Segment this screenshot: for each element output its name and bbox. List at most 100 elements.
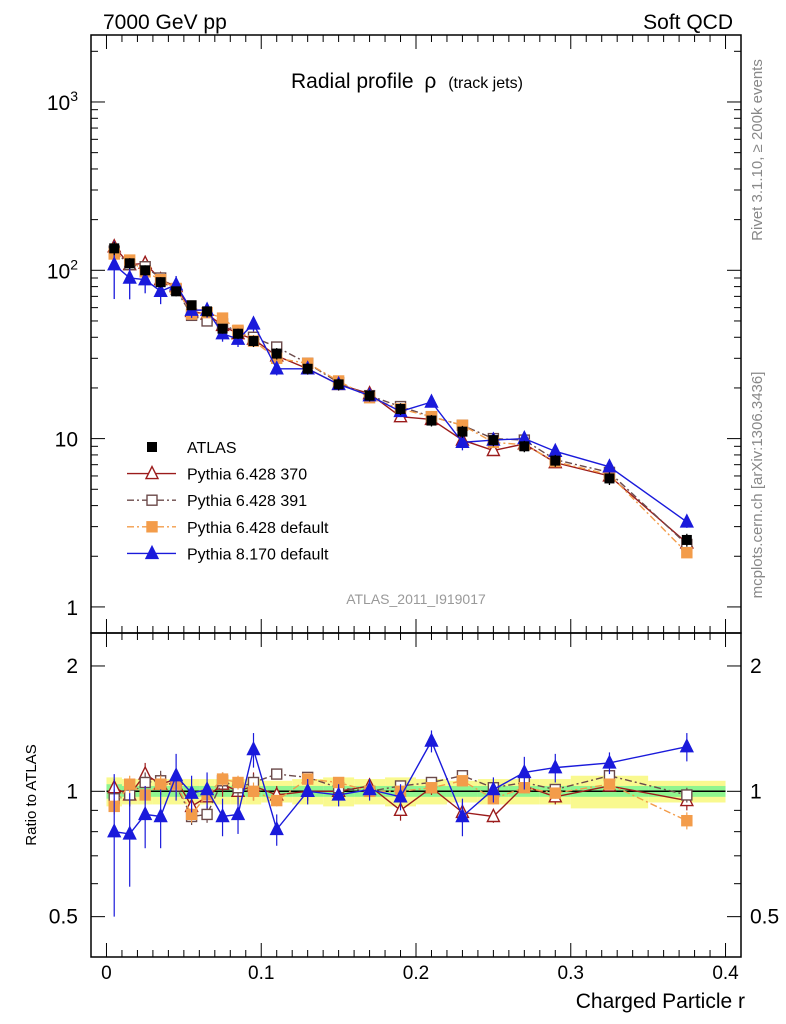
ratio-line xyxy=(113,773,687,818)
legend-label: ATLAS xyxy=(187,440,237,457)
ratio-ylabel: Ratio to ATLAS xyxy=(23,744,40,845)
ratio-y-tick-label-left: 1 xyxy=(66,780,78,803)
ratio-point xyxy=(154,778,167,790)
legend-marker xyxy=(146,521,158,533)
ratio-point xyxy=(107,823,122,838)
legend-entry: ATLAS xyxy=(147,440,237,457)
series-point xyxy=(486,441,501,457)
ratio-point xyxy=(269,820,284,836)
ratio-line xyxy=(114,773,688,818)
legend-label: Pythia 8.170 default xyxy=(187,546,329,563)
process-label: Soft QCD xyxy=(643,11,733,34)
legend-marker xyxy=(144,465,160,480)
legend-marker xyxy=(147,442,157,452)
series-point xyxy=(424,393,439,408)
ratio-point xyxy=(425,782,438,794)
ratio-point xyxy=(168,767,184,782)
series-line xyxy=(113,264,688,523)
x-tick-label: 0.4 xyxy=(712,963,739,984)
legend: ATLAS Pythia 6.428 370 Pythia 6.428 391 Pyt… xyxy=(127,440,329,563)
ratio-point xyxy=(486,807,501,823)
legend-entry: Pythia 6.428 391 xyxy=(127,493,307,510)
series-atlas-data xyxy=(109,242,692,547)
data-point xyxy=(202,306,213,317)
main-y-tick-base: 10 xyxy=(47,92,70,115)
data-point xyxy=(186,300,197,311)
legend-label: Pythia 6.428 391 xyxy=(187,493,307,510)
analysis-id: ATLAS_2011_I919017 xyxy=(346,591,486,607)
series-point xyxy=(269,360,284,375)
legend-entry: Pythia 8.170 default xyxy=(127,544,329,563)
main-y-tick-label: 102 xyxy=(47,256,78,283)
ratio-point xyxy=(517,763,532,779)
ratio-point xyxy=(246,740,261,756)
main-frame xyxy=(90,34,742,634)
legend-label: Pythia 6.428 370 xyxy=(187,467,307,484)
data-point xyxy=(364,390,375,401)
ratio-point xyxy=(424,732,439,747)
ratio-point xyxy=(216,773,229,785)
ratio-point xyxy=(300,782,315,798)
ratio-point xyxy=(486,780,501,796)
data-point xyxy=(604,473,615,484)
ratio-point xyxy=(123,778,136,790)
ratio-point xyxy=(122,825,137,840)
main-y-tick-exponent: 2 xyxy=(70,256,78,272)
ratio-point xyxy=(153,807,168,823)
ratio-point xyxy=(232,776,244,789)
data-point xyxy=(488,435,499,446)
x-tick-label: 0.3 xyxy=(558,963,584,984)
ratio-point xyxy=(456,775,469,787)
ratio-point xyxy=(230,805,246,821)
data-point xyxy=(550,455,561,466)
series-point xyxy=(679,513,694,528)
ratio-point xyxy=(602,754,617,769)
ratio-point xyxy=(679,738,694,753)
rivet-label: Rivet 3.1.10, ≥ 200k events xyxy=(749,59,766,241)
data-point xyxy=(155,277,166,288)
main-series-layer xyxy=(107,238,694,559)
data-point xyxy=(124,258,135,269)
series-line xyxy=(113,253,688,554)
legend-marker xyxy=(146,494,158,506)
x-tick-label: 0 xyxy=(101,963,112,984)
data-point xyxy=(395,403,406,414)
legend-entry: Pythia 6.428 default xyxy=(127,520,329,537)
ratio-point xyxy=(271,794,283,807)
x-tick-label: 0.1 xyxy=(248,963,274,984)
mcplots-label: mcplots.cern.ch [arXiv:1306.3436] xyxy=(749,372,766,599)
energy-label: 7000 GeV pp xyxy=(103,11,227,34)
ratio-point xyxy=(603,778,616,790)
main-y-tick-exponent: 3 xyxy=(70,88,78,104)
ratio-point xyxy=(201,808,213,821)
series-point xyxy=(107,256,122,271)
ratio-line xyxy=(113,778,688,822)
data-point xyxy=(302,363,313,374)
ratio-point xyxy=(271,768,283,780)
ratio-point xyxy=(199,780,215,796)
ratio-point xyxy=(455,807,470,823)
series-point xyxy=(216,312,229,324)
data-point xyxy=(248,336,259,347)
ratio-y-tick-label-right: 0.5 xyxy=(750,906,779,929)
data-point xyxy=(109,243,120,254)
series-point xyxy=(681,546,693,559)
ratio-point xyxy=(393,788,408,803)
series-pythia-8-170-default xyxy=(107,241,694,528)
ratio-y-tick-label-left: 0.5 xyxy=(49,906,78,929)
series-point xyxy=(602,458,617,473)
chart-title: Radial profile ρ (track jets) xyxy=(291,70,523,93)
ratio-y-tick-label-left: 2 xyxy=(66,655,78,678)
ratio-series-pythia-8-170-default xyxy=(107,730,694,917)
ratio-point xyxy=(681,814,693,827)
data-point xyxy=(140,265,151,276)
data-point xyxy=(681,534,692,545)
data-point xyxy=(333,379,344,390)
ratio-point xyxy=(681,789,693,801)
data-point xyxy=(233,328,244,339)
chart-subtitle: (track jets) xyxy=(448,75,523,92)
series-point xyxy=(153,282,168,298)
ratio-y-tick-label-right: 2 xyxy=(750,655,762,678)
chart-title-symbol: ρ xyxy=(424,70,436,93)
data-point xyxy=(426,415,437,426)
